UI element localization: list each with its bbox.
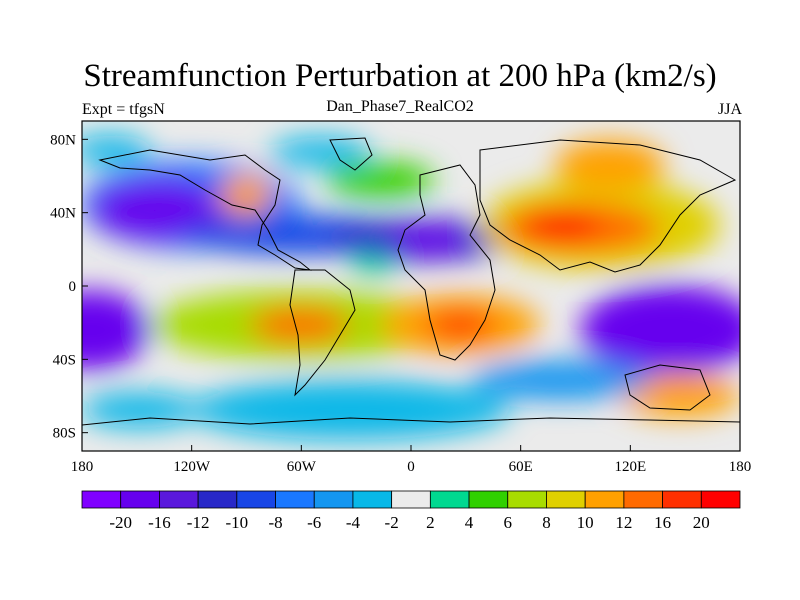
colorbar-label: 20: [693, 513, 710, 532]
plot-title: Streamfunction Perturbation at 200 hPa (…: [83, 58, 717, 94]
colorbar-label: 8: [542, 513, 551, 532]
colorbar-label: -6: [307, 513, 321, 532]
colorbar-label: -16: [148, 513, 171, 532]
lat-tick-label: 80S: [53, 426, 76, 442]
colorbar-box: [546, 490, 586, 509]
colorbar-label: 4: [465, 513, 474, 532]
coast-asia: [479, 139, 737, 273]
lat-tick-label: 0: [69, 279, 77, 295]
season-label: JJA: [717, 101, 742, 118]
colorbar-box: [391, 490, 431, 509]
lon-tick-label: 180: [729, 459, 752, 475]
colorbar-box: [313, 490, 354, 509]
lon-tick-label: 0: [407, 459, 415, 475]
colorbar-label: -4: [346, 513, 361, 532]
coast-greenland: [329, 137, 373, 171]
colorbar-label: 6: [504, 513, 513, 532]
colorbar-label: 12: [615, 513, 632, 532]
colorbar-label: -10: [225, 513, 248, 532]
colorbar-box: [662, 490, 702, 509]
colorbar-label: -2: [385, 513, 399, 532]
colorbar-box: [623, 490, 663, 509]
latitude-axis: 80N 40N 0 40S 80S: [50, 132, 88, 442]
colorbar-box: [120, 490, 160, 509]
lat-tick-label: 40S: [53, 352, 76, 368]
colorbar-box: [197, 490, 238, 509]
case-label: Dan_Phase7_RealCO2: [326, 98, 474, 115]
experiment-label: Expt = tfgsN: [82, 101, 165, 118]
colorbar-label: 10: [577, 513, 594, 532]
colorbar: -20 -16 -12 -10 -8 -6 -4 -2 2 4 6 8 10 12 16 20: [81, 490, 741, 532]
lon-tick-label: 180: [71, 459, 94, 475]
colorbar-box: [236, 490, 276, 509]
lon-tick-label: 60E: [509, 459, 533, 475]
colorbar-box: [700, 490, 741, 509]
colorbar-label: -8: [268, 513, 282, 532]
colorbar-box: [584, 490, 625, 509]
coast-europe-africa: [397, 164, 496, 361]
colorbar-box: [159, 490, 199, 509]
colorbar-box: [275, 490, 315, 509]
lon-tick-label: 120E: [614, 459, 646, 475]
colorbar-box: [468, 490, 509, 509]
lat-tick-label: 80N: [50, 132, 76, 148]
colorbar-box: [81, 490, 122, 509]
colorbar-label: 2: [426, 513, 435, 532]
colorbar-box: [507, 490, 547, 509]
longitude-axis: 180 120W 60W 0 60E 120E 180: [71, 445, 752, 475]
lon-tick-label: 120W: [173, 459, 211, 475]
coast-south-america: [289, 269, 356, 397]
coast-north-america: [98, 149, 312, 271]
coast-antarctica: [82, 417, 740, 426]
colorbar-box: [352, 490, 393, 509]
colorbar-label: 16: [654, 513, 671, 532]
colorbar-label: -20: [109, 513, 132, 532]
coastlines: [82, 137, 740, 426]
lat-tick-label: 40N: [50, 206, 76, 222]
contour-field: [82, 121, 740, 451]
lon-tick-label: 60W: [287, 459, 317, 475]
colorbar-box: [429, 490, 470, 509]
colorbar-label: -12: [187, 513, 210, 532]
coast-australia: [624, 364, 711, 411]
